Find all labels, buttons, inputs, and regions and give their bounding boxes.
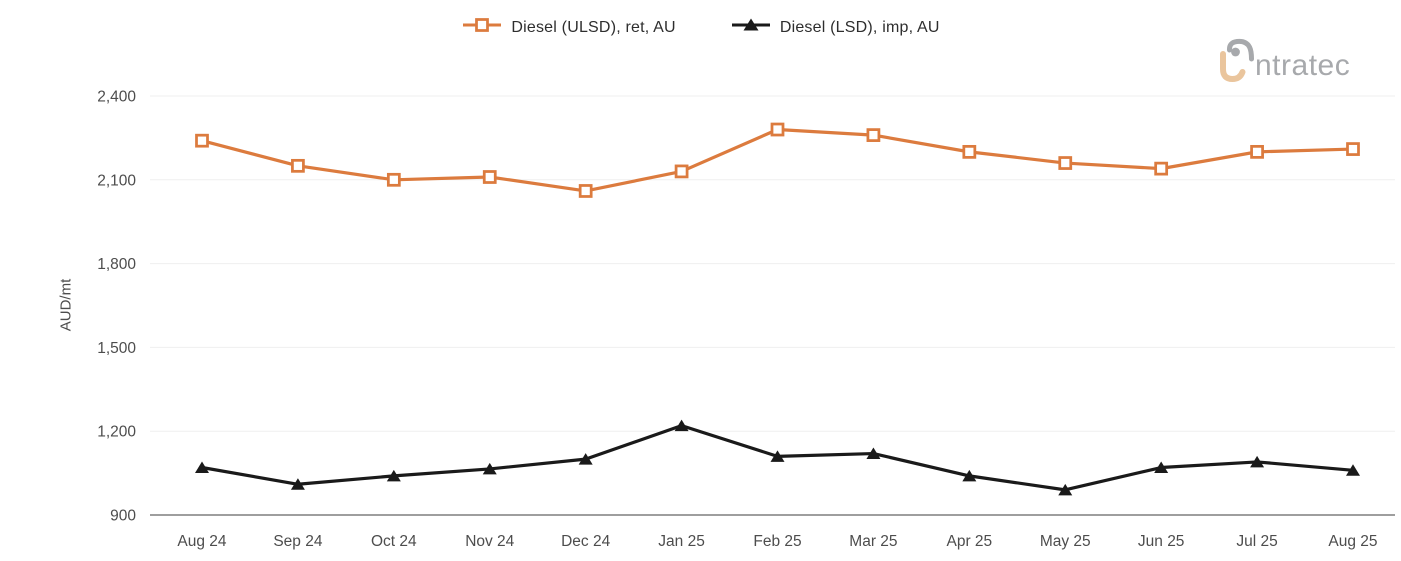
x-tick-label: Aug 25 [1328,533,1377,550]
x-tick-label: Aug 24 [177,533,227,550]
data-point-triangle [1058,483,1073,496]
data-point-square [1154,161,1169,176]
logo-dot [1231,47,1240,57]
intratec-logo: ntratec [1215,38,1367,88]
data-point-square [482,170,497,184]
x-tick-label: Dec 24 [561,533,610,550]
chart-legend: Diesel (ULSD), ret, AU Diesel (LSD), imp… [0,16,1401,39]
y-tick-label: 1,200 [97,424,136,441]
data-point-triangle [386,469,401,482]
legend-item-diesel-lsd: Diesel (LSD), imp, AU [730,16,940,39]
y-tick-label: 1,500 [97,340,136,357]
data-point-square [962,144,977,159]
legend-marker-triangle-icon [730,16,772,39]
x-tick-label: Sep 24 [273,533,323,550]
series-line-0 [201,127,1354,193]
x-tick-label: Jul 25 [1236,533,1277,550]
data-point-triangle [962,469,977,482]
x-tick-label: Mar 25 [849,533,897,550]
data-point-triangle [1250,455,1265,468]
y-tick-label: 2,400 [97,89,136,106]
logo-text: ntratec [1255,49,1350,82]
x-tick-label: Nov 24 [465,533,514,550]
logo-tan-arc [1220,51,1246,83]
x-tick-label: Jan 25 [658,533,705,550]
legend-item-diesel-ulsd: Diesel (ULSD), ret, AU [461,16,676,39]
data-point-square [1346,142,1360,156]
legend-label: Diesel (ULSD), ret, AU [511,18,676,36]
data-point-triangle [195,461,209,474]
data-point-triangle [1346,464,1360,476]
data-point-triangle [578,453,593,465]
y-tick-label: 900 [110,508,136,525]
y-tick-label: 2,100 [97,172,136,189]
data-point-triangle [674,419,689,432]
y-axis-title: AUD/mt [57,278,75,332]
data-point-square [291,158,305,173]
legend-label: Diesel (LSD), imp, AU [779,18,940,36]
x-tick-label: Oct 24 [371,533,417,550]
x-tick-label: May 25 [1040,533,1091,550]
data-point-square [386,172,401,187]
x-tick-label: Jun 25 [1138,533,1185,550]
y-tick-label: 1,800 [97,256,136,273]
data-point-square [866,128,881,142]
data-point-triangle [770,450,785,462]
data-point-square [1058,156,1073,170]
data-point-triangle [290,478,305,490]
data-point-square [674,164,689,179]
data-point-triangle [866,447,881,460]
data-point-triangle [1154,461,1169,474]
legend-marker-square-icon [461,16,503,39]
x-tick-label: Feb 25 [753,533,801,550]
data-point-square [578,184,593,198]
data-point-triangle [482,462,497,475]
logo-gray-arc [1226,38,1254,62]
intratec-logo-mark: ntratec [1220,38,1350,83]
data-point-square [770,122,785,137]
x-tick-label: Apr 25 [946,533,992,550]
data-point-square [195,133,209,148]
data-point-square [1250,144,1264,159]
